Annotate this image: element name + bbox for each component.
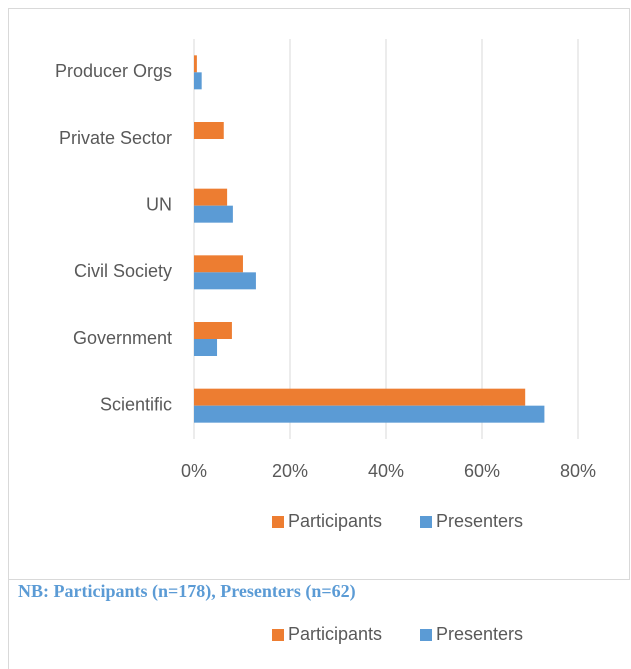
legend-label: Presenters: [436, 511, 523, 531]
bar: [194, 55, 197, 73]
chart-frame: [8, 8, 630, 580]
bar: [194, 72, 202, 90]
bar: [194, 205, 233, 223]
y-tick-label: Civil Society: [74, 261, 172, 281]
legend-swatch: [420, 516, 432, 528]
bar: [194, 255, 243, 273]
bar: [194, 122, 224, 139]
legend-label: Presenters: [436, 624, 523, 644]
legend-swatch: [272, 516, 284, 528]
legend-label: Participants: [288, 624, 382, 644]
x-tick-label: 80%: [560, 461, 596, 481]
legend-label: Participants: [288, 511, 382, 531]
bar: [194, 272, 256, 290]
legend-swatch: [272, 629, 284, 641]
x-tick-label: 0%: [181, 461, 207, 481]
legend-swatch: [420, 629, 432, 641]
bar: [194, 188, 228, 206]
y-tick-label: Government: [73, 328, 172, 348]
y-tick-label: Producer Orgs: [55, 61, 172, 81]
bar: [194, 322, 232, 339]
bar: [194, 388, 526, 406]
y-tick-label: Scientific: [100, 394, 172, 414]
x-tick-label: 40%: [368, 461, 404, 481]
bar: [194, 405, 545, 423]
x-tick-label: 60%: [464, 461, 500, 481]
y-tick-label: UN: [146, 194, 172, 214]
note: NB: Participants (n=178), Presenters (n=…: [18, 581, 356, 602]
y-tick-label: Private Sector: [59, 128, 172, 148]
x-tick-label: 20%: [272, 461, 308, 481]
bar: [194, 339, 218, 356]
